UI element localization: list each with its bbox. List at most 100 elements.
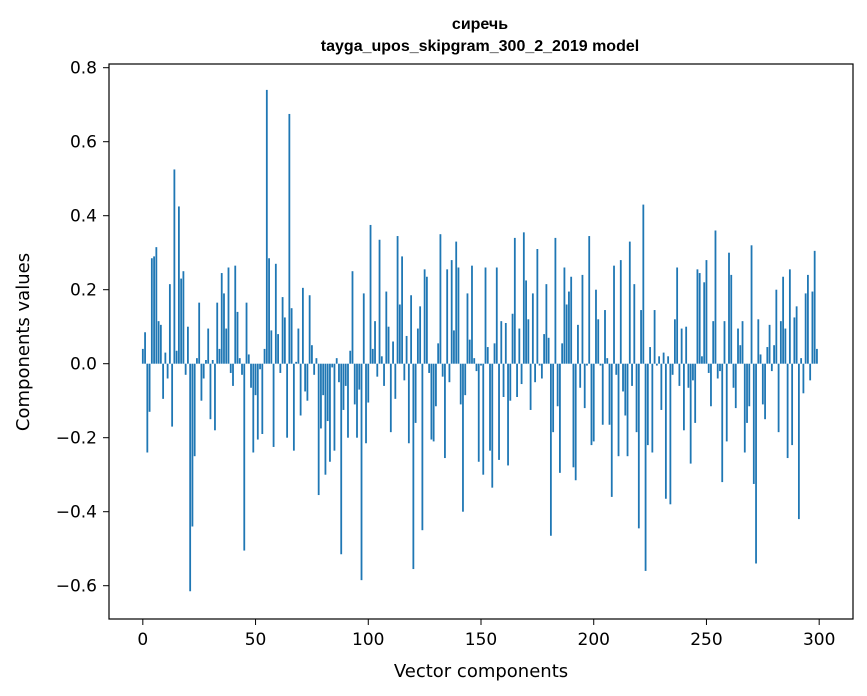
bar xyxy=(247,354,250,364)
bar xyxy=(658,356,661,364)
bar xyxy=(599,363,602,366)
bar xyxy=(773,345,775,364)
bar xyxy=(299,363,302,416)
bar xyxy=(288,113,291,364)
bar xyxy=(182,271,185,364)
bar xyxy=(617,363,620,457)
bar xyxy=(159,324,162,364)
bar xyxy=(301,287,304,364)
bar xyxy=(153,256,155,364)
bar xyxy=(788,269,791,364)
bar xyxy=(520,363,523,385)
bar xyxy=(480,363,482,366)
bar xyxy=(351,271,354,364)
bar xyxy=(525,280,527,364)
bar xyxy=(540,363,543,379)
bar xyxy=(583,363,586,409)
bar xyxy=(651,363,654,453)
bar xyxy=(662,352,665,364)
bar xyxy=(816,348,818,364)
bar xyxy=(502,363,505,397)
bar xyxy=(766,347,769,364)
bar xyxy=(642,204,645,364)
bar xyxy=(162,363,165,399)
bar xyxy=(229,363,232,373)
bar xyxy=(482,363,485,475)
chart-title: сиречь xyxy=(452,16,508,33)
bar xyxy=(419,306,422,364)
bar xyxy=(784,328,787,364)
bar xyxy=(439,234,442,364)
bar xyxy=(412,363,415,570)
bar xyxy=(423,269,426,364)
bar xyxy=(511,313,514,364)
bar xyxy=(435,363,437,407)
bar xyxy=(491,363,494,488)
bar xyxy=(536,249,539,364)
bar xyxy=(626,363,629,457)
bar xyxy=(392,341,394,364)
bar xyxy=(245,302,248,364)
bar xyxy=(498,363,500,460)
bar xyxy=(741,321,744,364)
bar xyxy=(175,350,178,364)
bar xyxy=(211,360,214,364)
bar xyxy=(277,334,279,364)
bar xyxy=(601,363,604,425)
bar xyxy=(746,363,748,423)
bar xyxy=(797,363,800,520)
bar xyxy=(387,326,390,364)
bar xyxy=(743,363,746,453)
bar xyxy=(489,363,491,451)
bar xyxy=(168,284,171,364)
bar xyxy=(545,284,548,364)
bar xyxy=(218,348,221,364)
bar xyxy=(320,363,322,429)
bar xyxy=(292,363,295,451)
bar xyxy=(270,330,273,364)
bar xyxy=(586,363,588,366)
bar xyxy=(236,311,239,364)
bar xyxy=(538,363,541,366)
bar xyxy=(655,363,658,366)
y-tick-label: 0.0 xyxy=(70,355,97,375)
bar xyxy=(416,328,419,364)
bar xyxy=(223,293,225,364)
bar xyxy=(518,328,521,364)
bar xyxy=(782,276,785,364)
bar xyxy=(597,319,600,364)
bar xyxy=(649,347,651,364)
bar xyxy=(531,293,534,364)
bar xyxy=(448,363,451,383)
bar xyxy=(565,304,568,364)
bar xyxy=(437,343,440,364)
bar xyxy=(407,363,410,444)
bar xyxy=(326,363,329,422)
x-axis-ticks: 0 50 100 150 200 250 300 xyxy=(137,619,835,650)
bar xyxy=(500,321,503,364)
bar xyxy=(667,356,670,364)
bar xyxy=(347,363,349,438)
bar xyxy=(669,363,672,505)
bar xyxy=(164,352,167,364)
bar xyxy=(752,363,755,484)
bar xyxy=(421,363,424,531)
bar xyxy=(509,363,512,401)
bar xyxy=(297,328,300,364)
bar xyxy=(225,328,228,364)
bar xyxy=(193,363,196,457)
bar xyxy=(141,348,144,364)
bar xyxy=(534,363,537,383)
bar xyxy=(739,345,742,364)
bar xyxy=(200,363,203,401)
bar xyxy=(268,258,270,364)
x-axis-label: Vector components xyxy=(394,661,568,682)
bar xyxy=(807,274,809,364)
bar xyxy=(459,363,462,405)
bar xyxy=(383,363,385,386)
bar xyxy=(473,358,476,364)
bar xyxy=(311,345,313,364)
bar xyxy=(800,358,803,364)
bar xyxy=(716,363,719,379)
bars xyxy=(141,89,818,592)
